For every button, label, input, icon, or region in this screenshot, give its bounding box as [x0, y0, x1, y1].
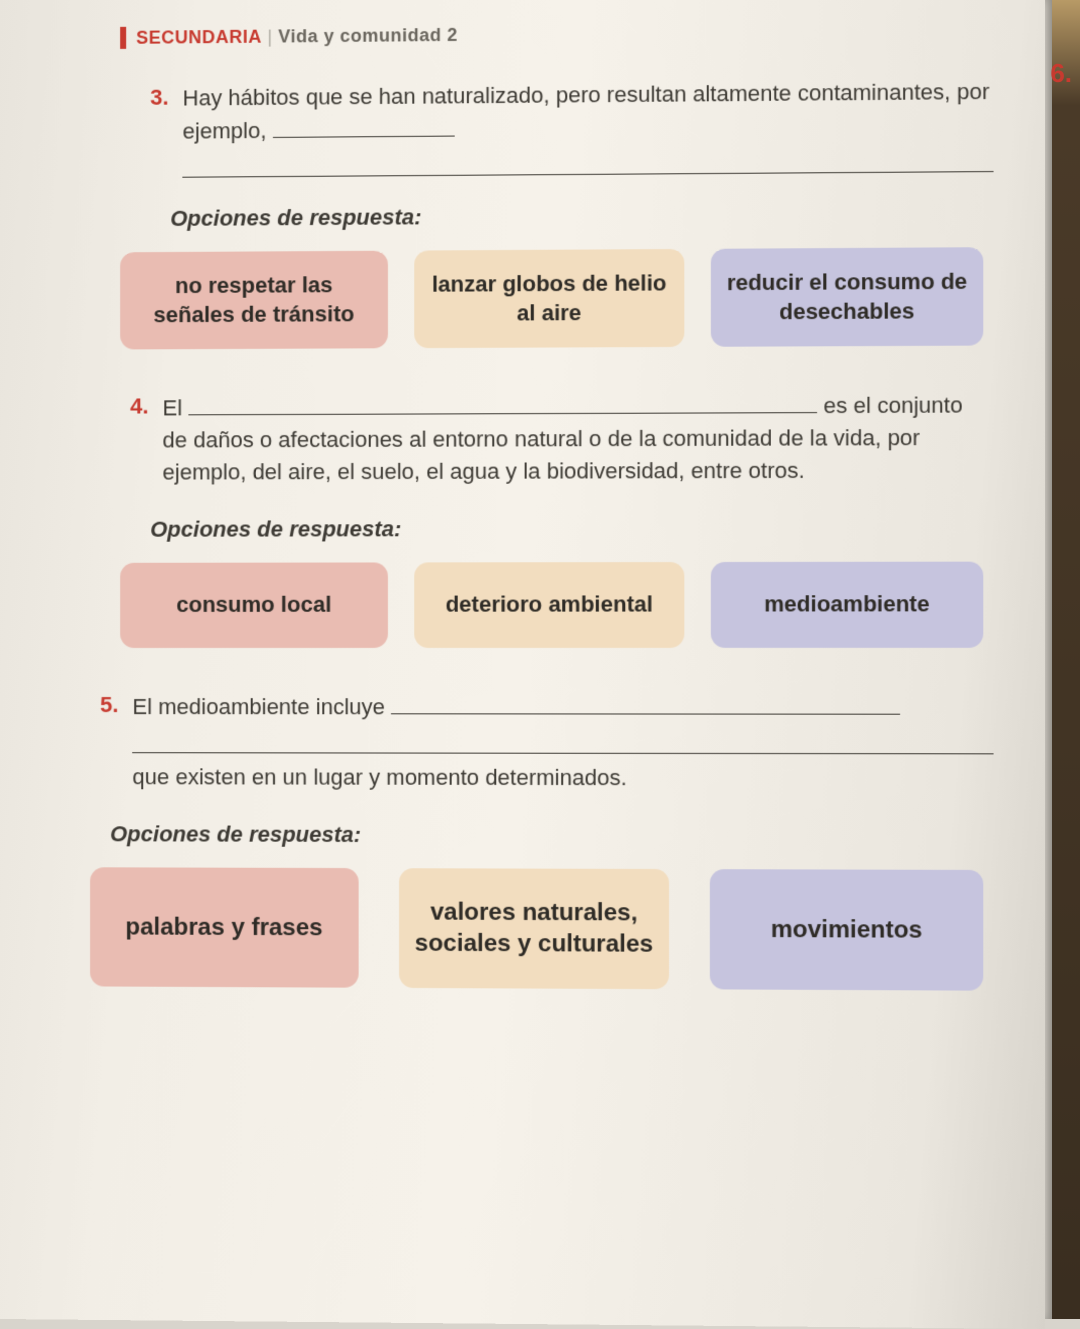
option-b[interactable]: lanzar globos de helio al aire	[414, 249, 684, 348]
option-c[interactable]: medioambiente	[711, 562, 983, 648]
header-level: SECUNDARIA	[136, 26, 262, 47]
fill-blank-line[interactable]	[183, 148, 994, 178]
question-text-part: El medioambiente incluye	[133, 694, 392, 719]
question-number: 5.	[100, 690, 118, 721]
option-a[interactable]: consumo local	[120, 562, 388, 647]
option-c[interactable]: movimientos	[710, 869, 983, 991]
page-header: SECUNDARIA | Vida y comunidad 2	[120, 19, 993, 49]
fill-blank[interactable]	[188, 389, 817, 416]
question-text: El medioambiente incluye que existen en …	[133, 690, 994, 795]
options-row: consumo local deterioro ambiental medioa…	[120, 562, 983, 648]
option-a[interactable]: no respetar las señales de tránsito	[120, 251, 388, 350]
option-b[interactable]: deterioro ambiental	[414, 562, 684, 647]
next-page-question-number: 6.	[1050, 58, 1072, 89]
header-separator: |	[267, 26, 272, 46]
options-row: palabras y frases valores naturales, soc…	[90, 867, 983, 991]
options-label: Opciones de respuesta:	[110, 821, 993, 849]
question-text: Hay hábitos que se han naturalizado, per…	[183, 76, 994, 178]
option-b[interactable]: valores naturales, sociales y culturales	[399, 868, 670, 989]
fill-blank[interactable]	[391, 690, 900, 715]
header-accent-bar	[120, 27, 126, 49]
question-5: 5. El medioambiente incluye que existen …	[90, 690, 993, 991]
options-row: no respetar las señales de tránsito lanz…	[120, 247, 983, 349]
fill-blank-line[interactable]	[133, 729, 994, 754]
question-text: El es el conjunto de daños o afectacione…	[163, 388, 994, 488]
question-text-part: que existen en un lugar y momento determ…	[133, 764, 627, 790]
fill-blank[interactable]	[273, 112, 455, 138]
options-label: Opciones de respuesta:	[170, 200, 993, 231]
question-number: 3.	[150, 83, 168, 114]
workbook-page: SECUNDARIA | Vida y comunidad 2 3. Hay h…	[0, 0, 1045, 1329]
options-label: Opciones de respuesta:	[150, 515, 993, 543]
header-subject: Vida y comunidad 2	[278, 24, 458, 46]
question-4: 4. El es el conjunto de daños o afectaci…	[90, 388, 993, 647]
question-number: 4.	[130, 392, 148, 423]
question-text-part: El	[163, 396, 189, 421]
option-a[interactable]: palabras y frases	[90, 867, 358, 988]
question-3: 3. Hay hábitos que se han naturalizado, …	[90, 76, 993, 350]
header-text: SECUNDARIA | Vida y comunidad 2	[136, 24, 458, 48]
book-edge	[1052, 0, 1080, 1319]
option-c[interactable]: reducir el consumo de desechables	[711, 247, 983, 347]
